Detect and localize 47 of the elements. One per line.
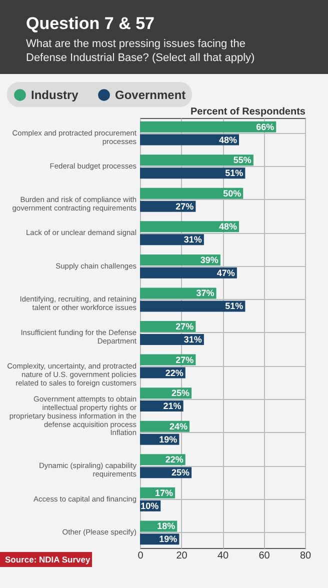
data-label: 27%: [176, 201, 194, 212]
bar: [140, 300, 246, 312]
x-tick-label: 80: [300, 550, 312, 562]
x-tick-label: 20: [176, 550, 188, 562]
data-label: 25%: [172, 468, 190, 478]
bar: [140, 288, 216, 299]
data-label: 48%: [218, 134, 237, 145]
data-label: 27%: [176, 322, 194, 332]
source-note: Source: NDIA Survey: [5, 554, 90, 564]
data-label: 51%: [225, 301, 244, 312]
data-label: 27%: [176, 354, 194, 365]
data-label: 17%: [155, 488, 174, 498]
bar: [140, 188, 244, 199]
bar: [140, 254, 220, 266]
data-label: 22%: [165, 368, 184, 378]
data-label: 47%: [216, 268, 235, 278]
bar: [140, 121, 276, 132]
data-label: 50%: [223, 188, 242, 198]
bar: [140, 221, 239, 232]
data-label: 37%: [196, 288, 214, 298]
legend-label: Government: [115, 88, 186, 102]
data-label: 48%: [218, 222, 237, 232]
data-label: 66%: [256, 122, 274, 132]
data-label: 19%: [159, 434, 178, 444]
data-label: 51%: [225, 168, 244, 178]
bar: [140, 154, 254, 166]
data-label: 55%: [233, 155, 252, 166]
data-label: 21%: [163, 401, 182, 412]
legend-label: Industry: [31, 88, 79, 102]
data-label: 31%: [184, 234, 202, 245]
data-label: 22%: [165, 454, 184, 465]
x-axis-title: Percent of Respondents: [190, 106, 306, 118]
data-label: 24%: [169, 421, 188, 432]
chart-title: Question 7 & 57: [26, 14, 154, 33]
data-label: 25%: [172, 388, 190, 398]
chart-subtitle: What are the most pressing issues facing the Defense Industrial Base? (Select all that apply): [26, 38, 255, 64]
x-tick-label: 0: [138, 550, 144, 562]
data-label: 18%: [157, 521, 176, 532]
data-label: 19%: [159, 534, 178, 544]
data-label: 39%: [200, 254, 218, 265]
data-label: 31%: [184, 334, 202, 344]
data-label: 10%: [140, 500, 159, 511]
bar: [140, 168, 246, 179]
x-tick-label: 60: [258, 550, 270, 562]
bar: [140, 267, 237, 278]
x-tick-label: 40: [217, 550, 229, 562]
bar: [140, 134, 239, 146]
